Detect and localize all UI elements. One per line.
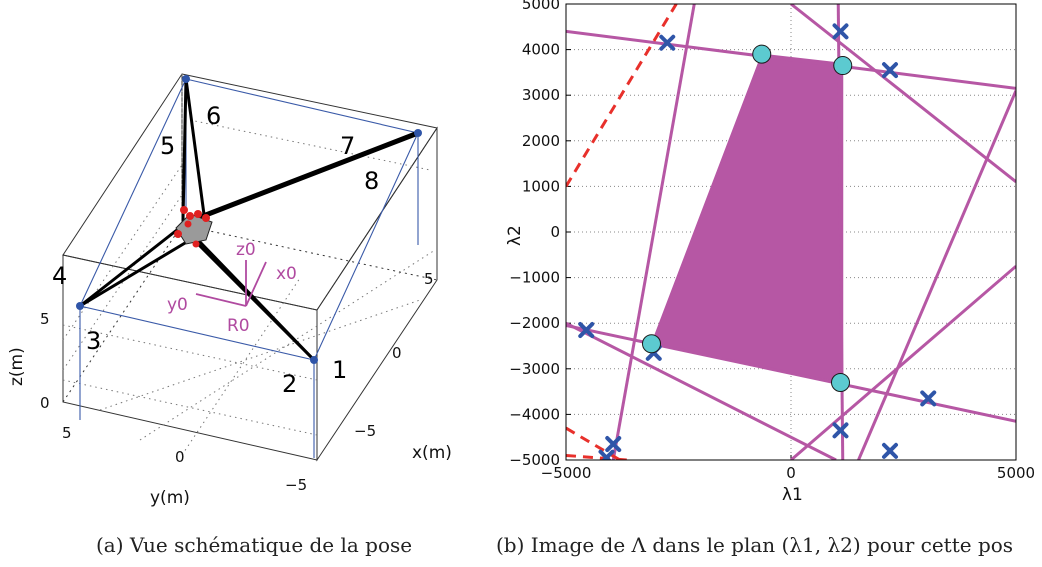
x-tick-label: −5000 <box>541 464 592 482</box>
y-tick-label: −5000 <box>509 451 560 469</box>
x-tick-5: 5 <box>424 270 434 288</box>
frame-label-y: y0 <box>167 295 188 315</box>
plot-frame <box>565 3 1017 461</box>
boundary-lines-layer <box>566 4 1016 460</box>
z-tick-5: 5 <box>40 310 50 328</box>
y-tick-label: 2000 <box>522 132 560 150</box>
cable-number-8: 8 <box>364 167 379 195</box>
y-tick-label: −2000 <box>509 314 560 332</box>
circle-marker <box>642 334 661 354</box>
cross-marker <box>832 422 849 439</box>
anchor-frame <box>79 78 419 458</box>
y-tick-5: 5 <box>62 424 72 442</box>
cross-marker <box>882 442 898 459</box>
y-tick-label: 4000 <box>522 41 560 59</box>
circle-marker <box>752 44 772 64</box>
x-tick-0: 0 <box>392 344 402 362</box>
boundary-line <box>790 4 1016 184</box>
z-tick-0: 0 <box>40 394 50 412</box>
y-tick-label: −3000 <box>509 360 560 378</box>
frame-label-z: z0 <box>236 240 256 260</box>
cross-marker <box>578 322 595 339</box>
tick-labels: −5000 0 5000 −5000 −4000 −3000 −2000 −1000 0 1000… <box>509 0 1035 482</box>
y-tick-label: 0 <box>550 223 560 241</box>
circle-marker <box>831 372 850 392</box>
cable-number-3: 3 <box>86 327 101 355</box>
boundary-line <box>790 265 1016 460</box>
circle-marker <box>833 56 853 76</box>
x-axis-label: x(m) <box>412 443 452 463</box>
dashed-line <box>566 4 678 188</box>
x-tick-label: 0 <box>786 464 796 482</box>
caption-a: (a) Vue schématique de la pose <box>96 533 412 557</box>
y-tick-minus5: −5 <box>285 476 307 494</box>
frame-label-origin: R0 <box>227 316 250 336</box>
markers-layer <box>578 23 937 460</box>
boundary-line <box>566 29 1016 90</box>
cross-marker <box>598 449 615 460</box>
cable-number-6: 6 <box>206 102 221 130</box>
y-tick-label: −1000 <box>509 269 560 287</box>
boundary-line <box>566 324 1016 423</box>
y-tick-label: 1000 <box>522 177 560 195</box>
cross-marker <box>920 390 937 407</box>
cross-marker <box>832 23 849 40</box>
cable-number-7: 7 <box>340 132 355 160</box>
boundary-line <box>611 4 696 460</box>
bounding-box <box>62 73 438 462</box>
frame-label-x: x0 <box>276 264 297 284</box>
cable-number-2: 2 <box>282 370 297 398</box>
y-tick-label: −4000 <box>509 405 560 423</box>
feasible-region <box>650 53 844 384</box>
caption-b: (b) Image de Λ dans le plan (λ1, λ2) pou… <box>496 533 1013 557</box>
cross-marker <box>659 34 676 51</box>
local-frame <box>195 260 267 307</box>
cable-number-5: 5 <box>160 132 175 160</box>
y-tick-0: 0 <box>175 448 185 466</box>
platform-attachment-points <box>174 206 210 248</box>
boundary-line <box>566 321 837 460</box>
platform <box>174 206 213 248</box>
x-axis-label-lambda1: λ1 <box>782 485 803 505</box>
lambda-plane-plot: −5000 0 5000 −5000 −4000 −3000 −2000 −1000 0 1000… <box>505 0 1035 505</box>
y-tick-label: 5000 <box>522 0 560 13</box>
feasible-region-layer <box>650 53 844 384</box>
y-tick-label: 3000 <box>522 86 560 104</box>
cable-number-4: 4 <box>52 262 67 290</box>
schematic-view: z0 x0 y0 R0 1 2 3 4 5 6 7 8 5 0 z(m) 5 0… <box>7 73 452 508</box>
y-axis-label: y(m) <box>150 488 190 508</box>
cables <box>78 77 421 362</box>
z-axis-label: z(m) <box>7 347 27 386</box>
cross-marker <box>605 436 622 453</box>
x-tick-label: 5000 <box>997 464 1035 482</box>
floor-grid <box>62 74 436 456</box>
x-tick-minus5: −5 <box>354 422 376 440</box>
y-axis-label-lambda2: λ2 <box>505 225 525 246</box>
boundary-line <box>857 90 1016 460</box>
anchor-points <box>76 75 422 364</box>
cross-marker <box>882 62 898 79</box>
cable-number-1: 1 <box>332 356 347 384</box>
